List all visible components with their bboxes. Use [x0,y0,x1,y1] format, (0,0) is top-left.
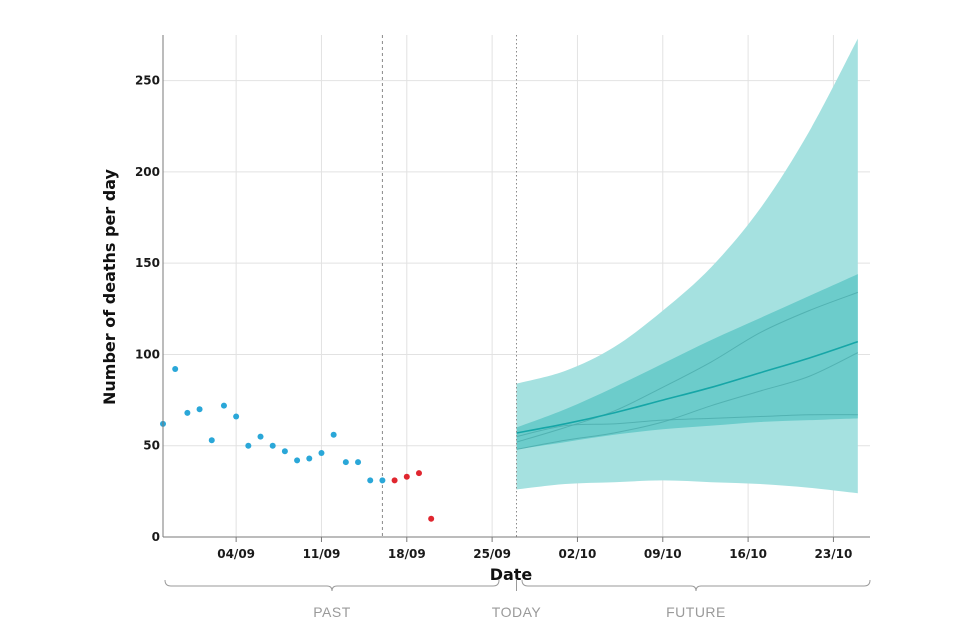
observed-point [367,477,374,484]
observed-point [269,442,276,449]
observed-points [160,366,435,522]
y-tick-label: 100 [135,347,160,361]
observed-point [233,413,240,420]
forecast-bands [516,38,858,494]
observed-point [257,433,264,440]
period-brace [164,579,500,592]
x-tick-label: 02/10 [559,547,597,561]
future-label: FUTURE [666,604,726,620]
recent-point [415,470,422,477]
observed-point [355,459,362,466]
y-tick-label: 200 [135,165,160,179]
observed-point [196,406,203,413]
past-label: PAST [313,604,351,620]
x-tick-label: 25/09 [473,547,511,561]
median-line [516,340,859,434]
axes [162,35,870,542]
y-tick-label: 50 [143,439,160,453]
recent-point [403,473,410,480]
scenario-line [516,414,858,438]
date-markers [381,35,517,537]
y-tick-label: 150 [135,256,160,270]
x-tick-label: 18/09 [388,547,426,561]
scenario-line [516,352,859,450]
observed-point [245,442,252,449]
x-tick-label: 09/10 [644,547,682,561]
observed-point [172,366,179,373]
inner-forecast-band [516,274,858,450]
x-axis-title: Date [490,565,533,584]
observed-point [342,459,349,466]
observed-point [379,477,386,484]
observed-point [220,402,227,409]
today-label: TODAY [492,604,542,620]
observed-point [281,448,288,455]
observed-point [208,437,215,444]
period-braces [164,579,871,592]
y-tick-label: 0 [152,530,160,544]
y-axis-title: Number of deaths per day [100,168,119,405]
observed-point [306,455,313,462]
x-tick-label: 04/09 [217,547,255,561]
forecast-lines [516,291,859,450]
tick-labels: 0 50 100 150 200 250 04/09 11/09 18/09 25/09 02/10… [135,74,852,561]
observed-point [318,450,325,457]
observed-point [184,409,191,416]
y-tick-label: 250 [135,74,160,88]
recent-point [391,477,398,484]
scenario-line [516,291,858,443]
period-brace [521,579,871,592]
observed-point [294,457,301,464]
x-tick-label: 16/10 [729,547,767,561]
x-tick-label: 23/10 [815,547,853,561]
recent-point [428,515,435,522]
x-tick-label: 11/09 [303,547,341,561]
observed-point [330,431,337,438]
